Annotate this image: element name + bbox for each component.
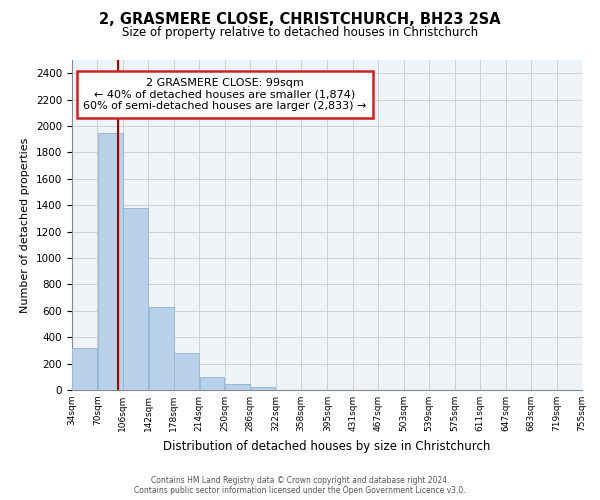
Bar bbox=[200, 378, 224, 390]
Text: Size of property relative to detached houses in Christchurch: Size of property relative to detached ho… bbox=[122, 26, 478, 39]
Text: 2 GRASMERE CLOSE: 99sqm
← 40% of detached houses are smaller (1,874)
60% of semi: 2 GRASMERE CLOSE: 99sqm ← 40% of detache… bbox=[83, 78, 367, 112]
Text: 2, GRASMERE CLOSE, CHRISTCHURCH, BH23 2SA: 2, GRASMERE CLOSE, CHRISTCHURCH, BH23 2S… bbox=[99, 12, 501, 28]
Text: Contains HM Land Registry data © Crown copyright and database right 2024.
Contai: Contains HM Land Registry data © Crown c… bbox=[134, 476, 466, 495]
Bar bbox=[225, 384, 250, 390]
Y-axis label: Number of detached properties: Number of detached properties bbox=[20, 138, 31, 312]
Bar bbox=[98, 132, 122, 390]
X-axis label: Distribution of detached houses by size in Christchurch: Distribution of detached houses by size … bbox=[163, 440, 491, 452]
Bar bbox=[174, 353, 199, 390]
Bar bbox=[123, 208, 148, 390]
Bar bbox=[73, 348, 97, 390]
Bar bbox=[251, 388, 275, 390]
Bar bbox=[149, 307, 173, 390]
